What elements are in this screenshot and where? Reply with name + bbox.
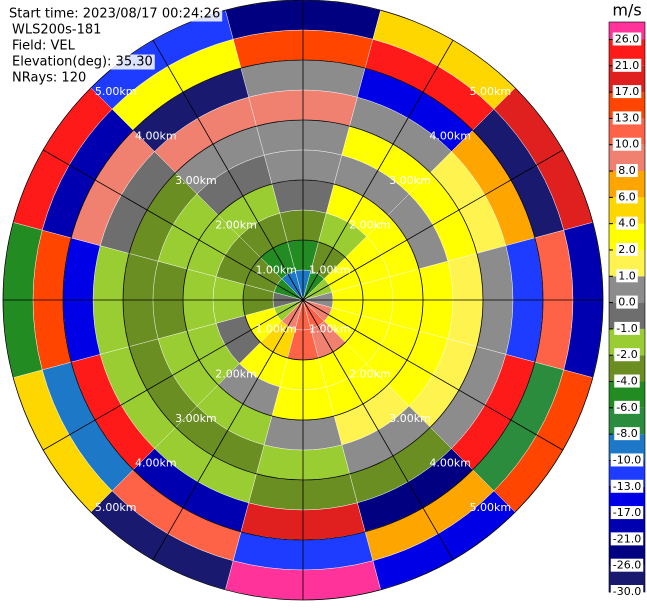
colorbar-tick-label: -26.0 xyxy=(613,559,641,572)
colorbar-tick-label: -2.0 xyxy=(616,348,637,361)
radar-field xyxy=(2,0,604,601)
tick-label-bg xyxy=(616,190,638,204)
info-bg xyxy=(7,6,223,22)
range-label: 1.00km xyxy=(255,263,297,276)
range-ring xyxy=(242,239,364,361)
colorbar-tick-label: 13.0 xyxy=(615,111,640,124)
tick-label-bg xyxy=(616,164,638,178)
spoke xyxy=(302,299,454,561)
colorbar-tick-label: 26.0 xyxy=(615,33,640,46)
info-bg xyxy=(10,22,104,38)
info-bg xyxy=(10,54,155,70)
range-label: 2.00km xyxy=(215,367,257,380)
colorbar-label: m/s xyxy=(612,1,641,20)
spoke xyxy=(152,299,304,561)
range-label: 1.00km xyxy=(309,323,351,336)
colorbar-tick-label: -30.0 xyxy=(613,585,641,598)
info-line: WLS200s-181 xyxy=(12,23,101,38)
tick-label-bg xyxy=(610,506,644,520)
tick-label-bg xyxy=(614,400,640,414)
range-label: 3.00km xyxy=(389,412,431,425)
colorbar-tick-label: 0.0 xyxy=(618,296,636,309)
info-line: Elevation(deg): 35.30 xyxy=(12,55,153,70)
range-label: 2.00km xyxy=(349,219,391,232)
colorbar-tick-label: 1.0 xyxy=(618,269,636,282)
tick-label-bg xyxy=(616,269,638,283)
tick-label-bg xyxy=(612,85,642,99)
tick-label-bg xyxy=(614,427,640,441)
colorbar-tick-label: -21.0 xyxy=(613,532,641,545)
tick-label-bg xyxy=(610,532,644,546)
range-label: 3.00km xyxy=(389,174,431,187)
tick-label-bg xyxy=(610,453,644,467)
colorbar-tick-label: 17.0 xyxy=(615,85,640,98)
range-ring xyxy=(122,119,484,481)
spoke xyxy=(302,39,454,301)
tick-label-bg xyxy=(616,242,638,256)
colorbar-tick-label: -10.0 xyxy=(613,453,641,466)
colorbar-tick-label: -6.0 xyxy=(616,401,637,414)
tick-label-bg xyxy=(616,216,638,230)
colorbar-tick-label: -17.0 xyxy=(613,506,641,519)
info-line: NRays: 120 xyxy=(12,71,86,86)
colorbar-tick-label: 2.0 xyxy=(618,243,636,256)
tick-label-bg xyxy=(610,479,644,493)
spoke xyxy=(152,39,304,301)
range-label: 2.00km xyxy=(349,367,391,380)
colorbar: m/s -30.0 -26.0 -21.0 -17.0 -13.0 -10.0 -8.0 -6… xyxy=(608,1,646,598)
tick-label-bg xyxy=(612,58,642,72)
colorbar-tick-label: 8.0 xyxy=(618,164,636,177)
range-label: 1.00km xyxy=(309,263,351,276)
info-box: Start time: 2023/08/17 00:24:26WLS200s-1… xyxy=(7,6,223,86)
colorbar-tick-label: -8.0 xyxy=(616,427,637,440)
spoke xyxy=(42,299,304,451)
info-bg xyxy=(10,70,89,86)
colorbar-tick-label: 6.0 xyxy=(618,190,636,203)
tick-label-bg xyxy=(610,585,644,598)
range-label: 4.00km xyxy=(429,456,471,469)
tick-label-bg xyxy=(614,321,640,335)
tick-label-bg xyxy=(612,32,642,46)
range-ring xyxy=(182,179,424,421)
range-label: 5.00km xyxy=(95,85,137,98)
spoke xyxy=(302,299,564,451)
range-label: 4.00km xyxy=(135,456,177,469)
range-label: 1.00km xyxy=(255,323,297,336)
tick-label-bg xyxy=(612,111,642,125)
info-line: Field: VEL xyxy=(12,39,76,54)
tick-label-bg xyxy=(614,348,640,362)
info-line: Start time: 2023/08/17 00:24:26 xyxy=(9,7,220,22)
tick-label-bg xyxy=(614,374,640,388)
range-label: 3.00km xyxy=(175,412,217,425)
range-label: 5.00km xyxy=(95,501,137,514)
colorbar-tick-label: 21.0 xyxy=(615,59,640,72)
colorbar-tick-label: 4.0 xyxy=(618,217,636,230)
colorbar-tick-label: -1.0 xyxy=(616,322,637,335)
spoke xyxy=(42,149,304,301)
colorbar-tick-label: -13.0 xyxy=(613,480,641,493)
range-label: 4.00km xyxy=(429,130,471,143)
tick-label-bg xyxy=(612,137,642,151)
range-label: 2.00km xyxy=(215,219,257,232)
tick-label-bg xyxy=(616,295,638,309)
range-grid: 1.00km 1.00km 1.00km 1.00km 2.00km 2.00km 2.00… xyxy=(2,0,604,601)
colorbar-tick-label: 10.0 xyxy=(615,138,640,151)
tick-label-bg xyxy=(610,558,644,572)
spoke xyxy=(302,149,564,301)
range-label: 4.00km xyxy=(135,130,177,143)
range-label: 5.00km xyxy=(470,85,512,98)
info-bg xyxy=(10,38,78,54)
range-label: 5.00km xyxy=(470,501,512,514)
range-label: 3.00km xyxy=(175,174,217,187)
colorbar-tick-label: -4.0 xyxy=(616,375,637,388)
range-ring xyxy=(62,59,544,541)
range-ring xyxy=(2,0,604,601)
